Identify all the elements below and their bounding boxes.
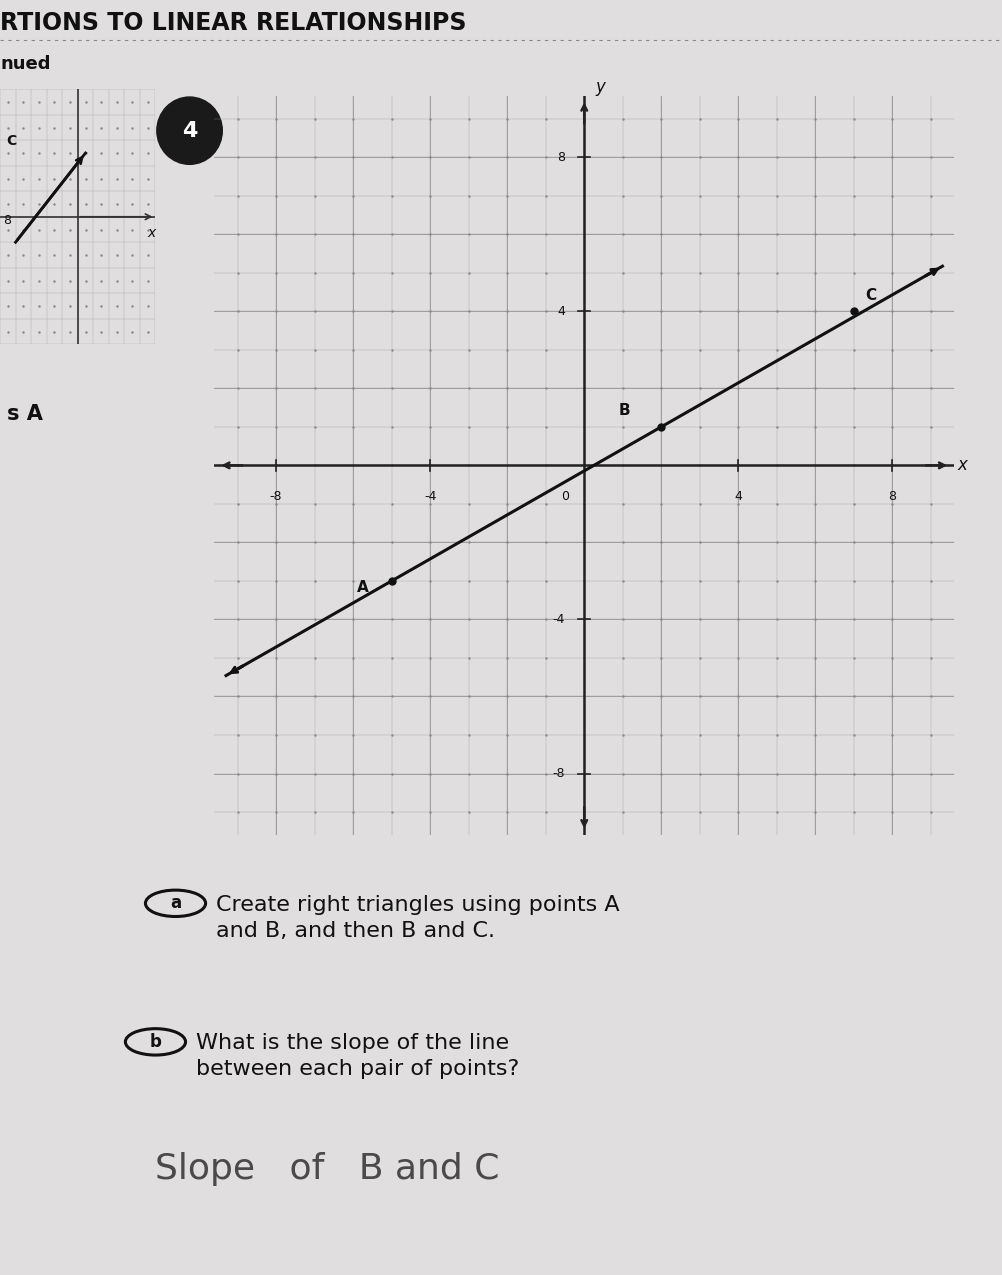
Text: C: C bbox=[865, 288, 876, 302]
Text: -4: -4 bbox=[552, 613, 564, 626]
Text: 4: 4 bbox=[733, 491, 741, 504]
Text: nued: nued bbox=[0, 55, 50, 74]
Text: s A: s A bbox=[7, 404, 43, 423]
Text: -8: -8 bbox=[270, 491, 283, 504]
Text: b: b bbox=[149, 1033, 161, 1051]
Circle shape bbox=[156, 97, 222, 164]
Text: Slope   of   B and C: Slope of B and C bbox=[155, 1151, 499, 1186]
Text: C: C bbox=[6, 134, 16, 148]
Text: 8: 8 bbox=[556, 150, 564, 163]
Text: y: y bbox=[595, 78, 605, 96]
Text: Create right triangles using points A
and B, and then B and C.: Create right triangles using points A an… bbox=[215, 895, 618, 941]
Text: A: A bbox=[357, 580, 369, 595]
Text: 4: 4 bbox=[181, 121, 197, 140]
Text: -8: -8 bbox=[552, 768, 564, 780]
Text: B: B bbox=[618, 403, 630, 418]
Text: x: x bbox=[147, 226, 155, 240]
Text: 0: 0 bbox=[560, 491, 568, 504]
Text: RTIONS TO LINEAR RELATIONSHIPS: RTIONS TO LINEAR RELATIONSHIPS bbox=[0, 10, 466, 34]
Text: What is the slope of the line
between each pair of points?: What is the slope of the line between ea… bbox=[195, 1033, 518, 1080]
Text: a: a bbox=[169, 894, 181, 913]
Text: x: x bbox=[957, 456, 967, 474]
Text: 4: 4 bbox=[556, 305, 564, 317]
Text: 8: 8 bbox=[888, 491, 896, 504]
Text: 8: 8 bbox=[3, 214, 11, 227]
Text: -4: -4 bbox=[424, 491, 436, 504]
